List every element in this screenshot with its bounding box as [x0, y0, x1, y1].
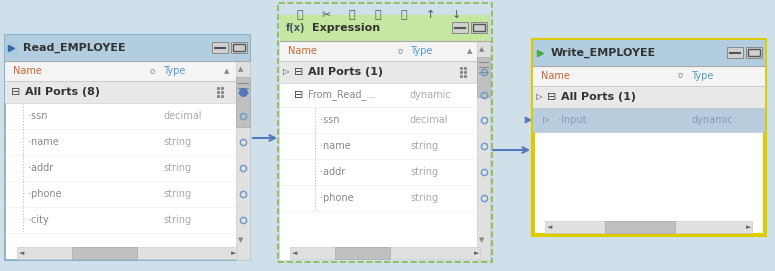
Text: Write_EMPLOYEE: Write_EMPLOYEE [551, 48, 656, 58]
Text: ·city: ·city [28, 215, 49, 225]
Text: ▲: ▲ [479, 46, 484, 52]
Text: ·ssn: ·ssn [320, 115, 339, 125]
Bar [533, 40, 765, 235]
Text: Name: Name [541, 71, 570, 81]
Text: Type: Type [691, 71, 713, 81]
Bar [236, 61, 250, 260]
Text: string: string [410, 167, 438, 177]
Bar [533, 86, 765, 108]
Text: ▷: ▷ [536, 92, 542, 102]
Bar [605, 221, 675, 233]
Text: dynamic: dynamic [410, 90, 452, 100]
Bar [280, 15, 490, 260]
Bar [5, 35, 250, 260]
Text: ↓: ↓ [451, 10, 460, 20]
Text: ·addr: ·addr [320, 167, 345, 177]
Text: ⊟: ⊟ [294, 90, 303, 100]
Text: ►: ► [231, 250, 236, 256]
Text: ·phone: ·phone [320, 193, 353, 203]
Text: Expression: Expression [312, 23, 380, 33]
Text: 🗑: 🗑 [401, 10, 408, 20]
Text: From_Read_...: From_Read_... [308, 89, 375, 101]
Bar [278, 3, 492, 262]
Bar [5, 81, 236, 103]
Text: ►: ► [746, 224, 752, 230]
Bar [533, 108, 765, 132]
Text: decimal: decimal [163, 111, 202, 121]
Bar [471, 22, 487, 33]
Text: string: string [163, 215, 191, 225]
Bar [212, 42, 228, 53]
Bar [545, 221, 752, 233]
Text: ▼: ▼ [479, 237, 484, 243]
Bar [452, 22, 468, 33]
Bar [72, 247, 137, 259]
Text: ·addr: ·addr [28, 163, 53, 173]
Text: ►: ► [474, 250, 480, 256]
Bar [748, 49, 760, 56]
Text: Read_EMPLOYEE: Read_EMPLOYEE [23, 43, 126, 53]
Text: dynamic: dynamic [691, 115, 732, 125]
Text: All Ports (1): All Ports (1) [561, 92, 636, 102]
Text: 🗋: 🗋 [297, 10, 303, 20]
Text: ✂: ✂ [322, 10, 331, 20]
Text: ◄: ◄ [547, 224, 553, 230]
Text: ·name: ·name [28, 137, 59, 147]
Bar [533, 40, 765, 66]
Bar [280, 61, 477, 83]
Bar [335, 247, 390, 259]
Text: string: string [410, 193, 438, 203]
Text: Name: Name [13, 66, 42, 76]
Text: o: o [398, 47, 403, 56]
Text: ·Input: ·Input [558, 115, 587, 125]
Bar [233, 44, 245, 51]
Text: Type: Type [410, 46, 432, 56]
Text: All Ports (8): All Ports (8) [25, 87, 100, 97]
Bar [477, 57, 490, 97]
Text: ◄: ◄ [292, 250, 298, 256]
Bar [236, 77, 250, 127]
Bar [533, 66, 765, 86]
Bar [280, 83, 477, 107]
Text: ↑: ↑ [425, 10, 435, 20]
Text: All Ports (1): All Ports (1) [308, 67, 383, 77]
Text: ·phone: ·phone [28, 189, 62, 199]
Text: Type: Type [163, 66, 185, 76]
Text: ▲: ▲ [467, 48, 473, 54]
Bar [727, 47, 743, 58]
Bar [5, 61, 236, 81]
Text: ▷: ▷ [283, 67, 290, 76]
Bar [280, 41, 477, 61]
Text: string: string [163, 189, 191, 199]
Text: 🗋: 🗋 [349, 10, 355, 20]
Bar [746, 47, 762, 58]
Text: string: string [163, 137, 191, 147]
Text: ◄: ◄ [19, 250, 24, 256]
Text: ·ssn: ·ssn [28, 111, 47, 121]
Text: 🗋: 🗋 [374, 10, 381, 20]
Text: f(x): f(x) [286, 23, 305, 33]
Bar [5, 35, 250, 61]
Bar [473, 24, 485, 31]
Text: o: o [150, 66, 155, 76]
Text: ▷: ▷ [543, 115, 549, 124]
Bar [231, 42, 247, 53]
Bar [290, 247, 480, 259]
Bar [280, 15, 490, 41]
Text: ▼: ▼ [238, 237, 243, 243]
Text: ⊟: ⊟ [11, 87, 20, 97]
Text: o: o [678, 72, 683, 80]
Bar [17, 247, 237, 259]
Text: ⊟: ⊟ [547, 92, 556, 102]
Text: ·name: ·name [320, 141, 351, 151]
Text: ▲: ▲ [224, 68, 229, 74]
Text: Name: Name [288, 46, 317, 56]
Text: string: string [410, 141, 438, 151]
Text: decimal: decimal [410, 115, 449, 125]
Bar [477, 41, 490, 260]
Text: string: string [163, 163, 191, 173]
Text: ▲: ▲ [238, 66, 243, 72]
Text: ⊟: ⊟ [294, 67, 303, 77]
